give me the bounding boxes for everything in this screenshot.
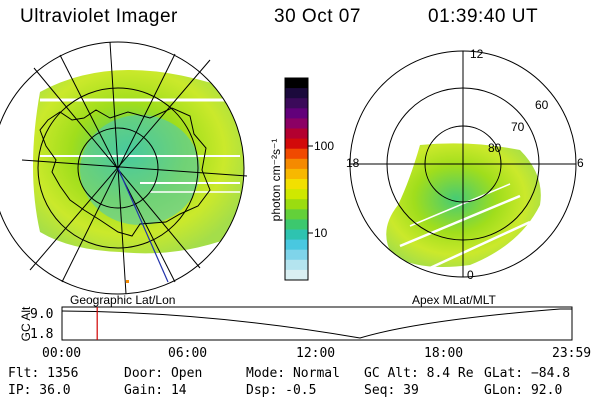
colorbar-swatch bbox=[285, 108, 308, 119]
timeline-ytick-low: 1.8 bbox=[30, 327, 54, 342]
lat-label-70: 70 bbox=[511, 120, 525, 134]
colorbar-swatch bbox=[285, 249, 308, 261]
mlt-label-12: 12 bbox=[470, 47, 484, 61]
seq-value: Seq: 39 bbox=[364, 383, 419, 398]
gain-value: Gain: 14 bbox=[124, 383, 187, 398]
antarctica-coastline bbox=[39, 107, 211, 237]
colorbar-swatch bbox=[285, 118, 308, 129]
colorbar-swatch bbox=[285, 209, 308, 220]
dsp-value: Dsp: -0.5 bbox=[246, 383, 317, 398]
timeline-xtick-4: 23:59 bbox=[552, 346, 592, 361]
colorbar-swatch bbox=[285, 269, 308, 281]
observation-time: 01:39:40 UT bbox=[428, 6, 539, 27]
colorbar-swatch bbox=[285, 189, 308, 200]
glat-value: GLat: −84.8 bbox=[484, 366, 571, 381]
sun-direction-line bbox=[117, 167, 169, 283]
altitude-curve bbox=[61, 308, 572, 339]
flight-number: Flt: 1356 bbox=[8, 366, 79, 381]
ip-value: IP: 36.0 bbox=[8, 383, 71, 398]
gc-alt-value: GC Alt: 8.4 Re bbox=[364, 366, 474, 381]
instrument-title: Ultraviolet Imager bbox=[20, 6, 178, 27]
colorbar-swatch bbox=[285, 229, 308, 241]
colorbar-swatch bbox=[285, 168, 308, 180]
colorbar-swatch bbox=[285, 199, 308, 210]
colorbar-swatch bbox=[285, 88, 308, 99]
timeline-ytick-high: 9.0 bbox=[30, 307, 54, 322]
timeline-xtick-1: 06:00 bbox=[168, 346, 208, 361]
timeline-xtick-0: 00:00 bbox=[42, 346, 82, 361]
colorbar-swatch bbox=[285, 158, 308, 170]
colorbar-swatch bbox=[285, 239, 308, 251]
left-lat-grid bbox=[0, 41, 245, 295]
timeline-frame bbox=[61, 306, 573, 341]
lat-label-60: 60 bbox=[535, 98, 549, 112]
mode-value: Mode: Normal bbox=[246, 366, 340, 381]
glon-value: GLon: 92.0 bbox=[484, 383, 563, 398]
colorbar-tick-10: 10 bbox=[314, 226, 328, 240]
colorbar-swatch bbox=[285, 138, 308, 150]
timeline-xtick-2: 12:00 bbox=[296, 346, 336, 361]
lat-label-80: 80 bbox=[488, 141, 502, 155]
colorbar-swatch bbox=[285, 148, 308, 160]
colorbar-tick-100: 100 bbox=[314, 139, 335, 153]
mlt-label-0: 0 bbox=[467, 268, 474, 282]
colorbar-swatch bbox=[285, 98, 308, 109]
timeline-xtick-3: 18:00 bbox=[424, 346, 464, 361]
mlt-label-6: 6 bbox=[577, 156, 584, 170]
colorbar-swatch bbox=[285, 259, 308, 271]
colorbar-swatch bbox=[285, 78, 308, 89]
colorbar-swatch bbox=[285, 128, 308, 140]
mlt-label-18: 18 bbox=[346, 156, 360, 170]
colorbar-swatch bbox=[285, 179, 308, 190]
left-lon-grid bbox=[21, 41, 248, 295]
station-marker bbox=[126, 280, 129, 283]
observation-date: 30 Oct 07 bbox=[274, 6, 361, 27]
right-mlt-grid bbox=[350, 51, 576, 277]
left-panel-caption: Geographic Lat/Lon bbox=[70, 293, 176, 307]
right-uv-emission bbox=[386, 143, 541, 270]
colorbar-swatch bbox=[285, 219, 308, 230]
door-status: Door: Open bbox=[124, 366, 203, 381]
right-panel-caption: Apex MLat/MLT bbox=[412, 293, 496, 307]
